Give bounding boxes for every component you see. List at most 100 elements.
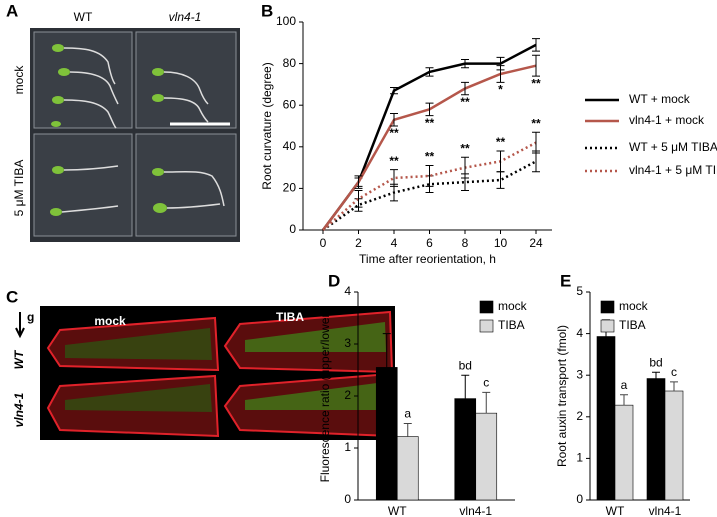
- significance-letter: c: [483, 376, 489, 390]
- error-bar: [461, 374, 470, 399]
- significance-mark: **: [496, 135, 506, 149]
- legend-label: vln4-1 + mock: [629, 113, 705, 127]
- error-bar: [532, 54, 540, 77]
- panel-label: B: [261, 1, 273, 20]
- row-label: vln4-1: [12, 392, 26, 427]
- legend-label: mock: [619, 299, 649, 313]
- legend-label: TIBA: [619, 318, 646, 332]
- error-bar: [670, 381, 678, 392]
- significance-mark: **: [389, 126, 399, 140]
- error-bar: [461, 81, 469, 96]
- y-tick-label: 1: [344, 440, 351, 454]
- y-tick-label: 80: [283, 56, 297, 70]
- x-tick-label: 2: [355, 236, 362, 250]
- y-tick-label: 20: [283, 181, 297, 195]
- error-bar: [390, 169, 398, 187]
- panel-c-images: [15, 306, 395, 440]
- panel-label: A: [6, 1, 18, 20]
- x-tick-label: vln4-1: [649, 504, 682, 517]
- y-tick-label: 40: [283, 139, 297, 153]
- error-bar: [354, 175, 363, 189]
- significance-mark: **: [425, 150, 435, 164]
- significance-letter: a: [621, 378, 628, 392]
- x-tick-label: 0: [320, 236, 327, 250]
- y-tick-label: 2: [576, 409, 583, 423]
- error-bar: [620, 394, 628, 406]
- error-bar: [461, 58, 469, 69]
- column-label: WT: [74, 10, 93, 24]
- error-bar: [390, 113, 398, 127]
- y-tick-label: 0: [576, 492, 583, 506]
- error-bar: [403, 423, 412, 437]
- y-tick-label: 4: [576, 326, 583, 340]
- panel-label: C: [6, 287, 18, 306]
- significance-mark: **: [389, 154, 399, 168]
- error-bar: [532, 150, 540, 173]
- error-bar: [532, 131, 540, 154]
- error-bar: [382, 333, 391, 368]
- x-axis-label: Time after reorientation, h: [359, 252, 496, 266]
- significance-mark: **: [531, 116, 541, 130]
- y-tick-label: 0: [289, 222, 296, 236]
- panel-label: D: [328, 271, 340, 290]
- x-tick-label: WT: [388, 504, 407, 517]
- x-tick-label: WT: [606, 504, 625, 517]
- error-bar: [496, 150, 505, 173]
- row-label: mock: [12, 65, 26, 95]
- x-tick-label: 24: [529, 236, 543, 250]
- column-label: mock: [94, 314, 126, 328]
- legend-label: vln4-1 + 5 μM TIBA: [629, 163, 717, 177]
- significance-mark: **: [531, 76, 541, 90]
- x-tick-label: 10: [494, 236, 508, 250]
- column-label: vln4-1: [169, 10, 202, 24]
- y-axis-label: Root curvature (degree): [260, 62, 274, 189]
- y-tick-label: 3: [576, 367, 583, 381]
- legend-swatch: [600, 300, 615, 314]
- y-tick-label: 60: [283, 97, 297, 111]
- error-bar: [496, 65, 505, 83]
- bar: [646, 378, 666, 501]
- significance-letter: bd: [649, 355, 662, 369]
- x-tick-label: vln4-1: [459, 504, 492, 517]
- bar: [614, 404, 634, 501]
- bar: [396, 436, 419, 501]
- error-bar: [425, 165, 434, 187]
- y-tick-label: 3: [344, 336, 351, 350]
- panel-label: E: [560, 271, 571, 290]
- gravity-label: g: [27, 310, 34, 324]
- y-tick-label: 5: [576, 284, 583, 298]
- y-tick-label: 2: [344, 388, 351, 402]
- legend-swatch: [600, 319, 615, 333]
- y-tick-label: 1: [576, 451, 583, 465]
- error-bar: [532, 38, 540, 52]
- y-tick-label: 0: [344, 492, 351, 506]
- significance-mark: **: [460, 141, 470, 155]
- error-bar: [425, 102, 434, 117]
- bar: [596, 336, 616, 501]
- x-tick-label: 4: [391, 236, 398, 250]
- panel-a-photos: [30, 28, 240, 242]
- significance-mark: **: [460, 95, 470, 109]
- error-bar: [461, 156, 469, 179]
- significance-letter: c: [671, 365, 677, 379]
- significance-letter: a: [404, 407, 411, 421]
- y-tick-label: 100: [276, 14, 296, 28]
- bar: [454, 398, 477, 501]
- row-label: 5 μM TIBA: [12, 160, 26, 217]
- legend-label: WT + 5 μM TIBA: [629, 140, 717, 154]
- y-axis-label: Fluorescence ratio (upper/lower): [318, 310, 332, 483]
- bar: [664, 390, 684, 501]
- error-bar: [425, 67, 434, 77]
- legend-label: WT + mock: [629, 92, 691, 106]
- legend-swatch: [479, 300, 494, 314]
- row-label: WT: [12, 349, 26, 369]
- error-bar: [482, 391, 491, 414]
- bar: [475, 412, 498, 501]
- y-tick-label: 4: [344, 284, 351, 298]
- significance-letter: bd: [459, 358, 472, 372]
- error-bar: [652, 371, 660, 379]
- error-bar: [354, 189, 363, 208]
- significance-mark: **: [425, 116, 435, 130]
- legend-label: TIBA: [498, 318, 525, 332]
